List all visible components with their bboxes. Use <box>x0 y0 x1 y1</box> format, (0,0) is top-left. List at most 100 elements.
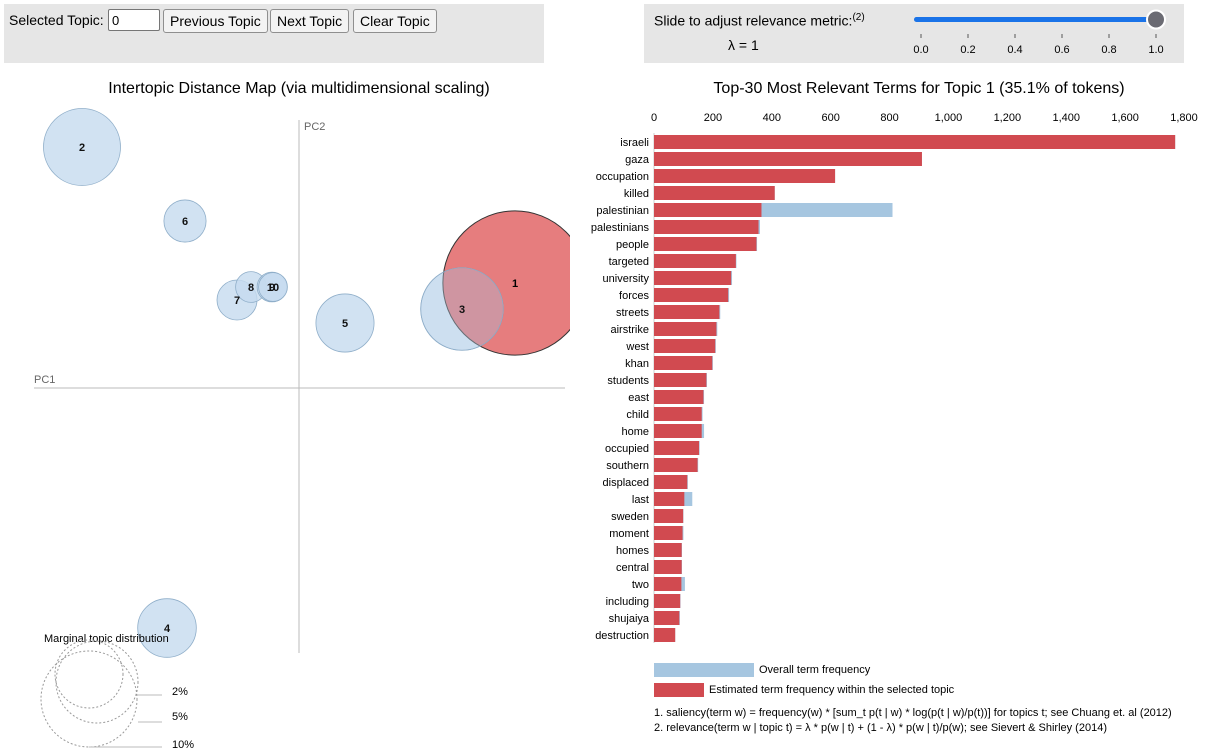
term-label-occupied[interactable]: occupied <box>605 443 649 455</box>
topic-bubble-4[interactable] <box>137 598 197 658</box>
pc1-axis-label: PC1 <box>34 374 55 386</box>
topic-bubbles <box>43 108 570 658</box>
topic-bubble-label-5: 5 <box>342 318 348 330</box>
bar-rows: israeli gaza occupation killed palestinian pa… <box>591 135 1176 642</box>
bar-topic-forces <box>654 288 729 302</box>
slider-tick-label: 0.6 <box>1054 44 1069 56</box>
bar-topic-moment <box>654 526 683 540</box>
term-label-people[interactable]: people <box>616 239 649 251</box>
term-label-moment[interactable]: moment <box>609 528 649 540</box>
x-tick-label: 0 <box>651 112 657 124</box>
term-label-occupation[interactable]: occupation <box>596 171 649 183</box>
term-label-university[interactable]: university <box>603 273 650 285</box>
bar-topic-people <box>654 237 757 251</box>
topic-bubble-label-4: 4 <box>164 623 171 635</box>
term-label-palestinians[interactable]: palestinians <box>591 222 650 234</box>
legend-topic-label: Estimated term frequency within the sele… <box>709 684 955 696</box>
bar-topic-khan <box>654 356 713 370</box>
topic-bubble-1[interactable] <box>442 210 570 356</box>
bar-topic-shujaiya <box>654 611 680 625</box>
bar-topic-airstrike <box>654 322 717 336</box>
x-tick-label: 1,800 <box>1170 112 1198 124</box>
clear-topic-button[interactable]: Clear Topic <box>353 9 437 33</box>
slider-thumb[interactable] <box>1146 9 1166 30</box>
next-topic-button[interactable]: Next Topic <box>270 9 350 33</box>
term-label-streets[interactable]: streets <box>616 307 650 319</box>
bar-x-axis: 0 200 400 600 800 1,000 1,200 1,400 1,600 1,800 <box>651 112 1198 643</box>
term-label-israeli[interactable]: israeli <box>620 137 649 149</box>
term-label-child[interactable]: child <box>626 409 649 421</box>
term-label-forces[interactable]: forces <box>619 290 649 302</box>
slider-tick-label: 0.4 <box>1007 44 1022 56</box>
topic-bubble-5[interactable] <box>315 293 375 353</box>
topic-bubble-label-8: 8 <box>248 282 254 294</box>
bar-topic-targeted <box>654 254 736 268</box>
idm-title: Intertopic Distance Map (via multidimens… <box>108 80 490 97</box>
term-label-gaza[interactable]: gaza <box>625 154 650 166</box>
relevance-slider-panel: Slide to adjust relevance metric:(2) λ =… <box>644 4 1184 63</box>
topic-bubble-label-9: 9 <box>269 282 275 294</box>
bar-topic-southern <box>654 458 698 472</box>
term-label-last[interactable]: last <box>632 494 649 506</box>
slider-tick-label: 0.2 <box>960 44 975 56</box>
x-tick-label: 200 <box>704 112 722 124</box>
marginal-legend-title: Marginal topic distribution <box>44 633 169 645</box>
slider-label: Slide to adjust relevance metric:(2) <box>654 12 865 29</box>
term-label-targeted[interactable]: targeted <box>609 256 649 268</box>
term-label-two[interactable]: two <box>632 579 649 591</box>
term-label-palestinian[interactable]: palestinian <box>596 205 649 217</box>
legend-circle-2pct <box>54 639 124 709</box>
footnote-saliency: 1. saliency(term w) = frequency(w) * [su… <box>654 707 1172 719</box>
bar-chart-title: Top-30 Most Relevant Terms for Topic 1 (… <box>713 80 1124 97</box>
selected-topic-input[interactable] <box>108 9 160 31</box>
topic-bubble-3-overlay <box>420 267 504 351</box>
legend-overall-swatch <box>654 663 754 677</box>
bar-topic-palestinian <box>654 203 762 217</box>
relevance-slider[interactable]: 0.0 0.2 0.4 0.6 0.8 1.0 <box>644 4 1184 63</box>
bar-topic-east <box>654 390 704 404</box>
bar-topic-homes <box>654 543 682 557</box>
bar-topic-home <box>654 424 702 438</box>
term-label-displaced[interactable]: displaced <box>603 477 649 489</box>
x-tick-label: 1,600 <box>1111 112 1139 124</box>
term-label-home[interactable]: home <box>621 426 649 438</box>
term-label-sweden[interactable]: sweden <box>611 511 649 523</box>
term-label-west[interactable]: west <box>625 341 649 353</box>
term-label-students[interactable]: students <box>607 375 649 387</box>
x-tick-label: 800 <box>880 112 898 124</box>
term-label-central[interactable]: central <box>616 562 649 574</box>
topic-bubble-10[interactable] <box>258 272 288 302</box>
topic-bubble-2[interactable] <box>43 108 121 186</box>
bar-topic-displaced <box>654 475 688 489</box>
bar-topic-occupation <box>654 169 836 183</box>
term-label-killed[interactable]: killed <box>624 188 649 200</box>
bar-topic-occupied <box>654 441 700 455</box>
term-label-khan[interactable]: khan <box>625 358 649 370</box>
bar-topic-israeli <box>654 135 1176 149</box>
bar-topic-students <box>654 373 707 387</box>
x-tick-label: 1,200 <box>994 112 1022 124</box>
bar-topic-west <box>654 339 716 353</box>
legend-label-2pct: 2% <box>172 686 188 698</box>
term-label-shujaiya[interactable]: shujaiya <box>609 613 650 625</box>
term-label-airstrike[interactable]: airstrike <box>610 324 649 336</box>
bar-topic-destruction <box>654 628 676 642</box>
previous-topic-button[interactable]: Previous Topic <box>163 9 268 33</box>
x-tick-label: 400 <box>763 112 781 124</box>
term-label-southern[interactable]: southern <box>606 460 649 472</box>
term-label-including[interactable]: including <box>606 596 649 608</box>
bar-topic-last <box>654 492 685 506</box>
selected-topic-label: Selected Topic: <box>9 12 104 28</box>
x-tick-label: 1,000 <box>935 112 963 124</box>
bar-topic-sweden <box>654 509 684 523</box>
legend-label-10pct: 10% <box>172 739 194 751</box>
bar-legend: Overall term frequency Estimated term fr… <box>654 663 955 697</box>
x-tick-label: 600 <box>821 112 839 124</box>
topic-bubble-6[interactable] <box>163 199 207 243</box>
bar-topic-killed <box>654 186 775 200</box>
lambda-value: λ = 1 <box>728 37 759 53</box>
slider-fill <box>914 17 1156 22</box>
term-label-east[interactable]: east <box>628 392 649 404</box>
term-label-homes[interactable]: homes <box>616 545 650 557</box>
term-label-destruction[interactable]: destruction <box>595 630 649 642</box>
